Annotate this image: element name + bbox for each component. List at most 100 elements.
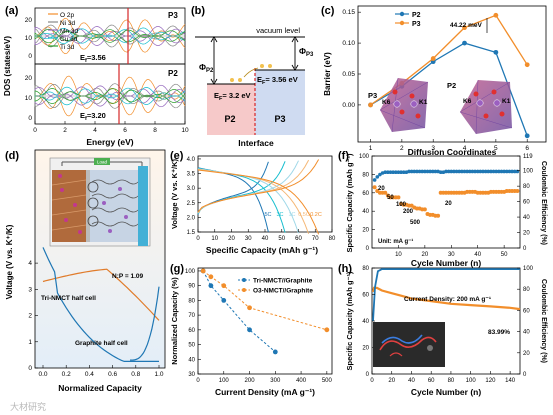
panel-f-ylabel-left: Specific Capacity (mAh g⁻¹) [345,153,354,252]
barrier-point-p2 [462,40,467,46]
panel-f-ytick-right: 40 [523,215,530,221]
legend-mn3d: Mn 3d [60,28,78,35]
panel-e-xtick: 20 [228,236,235,242]
panel-g-xlabel: Current Density (mA g⁻¹) [215,387,315,397]
rate-legend-item: 1C [288,212,295,218]
ce-point [399,170,403,175]
ce-point [494,169,499,174]
rate-curve-discharge [197,167,269,233]
ce-point [489,169,493,174]
inset-p3-k6: K6 [382,99,391,106]
panel-d-xtick: 1.0 [154,371,163,378]
svg-text:0: 0 [28,115,32,122]
panel-g-ytick: 40 [188,357,195,363]
panel-f-xtick: 30 [448,252,455,258]
panel-d-xtick: 0.2 [62,371,71,378]
legend-o2p: O 2p [60,12,74,19]
panel-f-xtick: 20 [422,252,429,258]
rate-label-200: 200 [403,209,414,215]
dos-bottom-curves [34,75,186,117]
inset-p3-k1: K1 [419,99,428,106]
dos-curve-down [34,35,186,55]
panel-d-label: (d) [5,150,19,162]
cycling-ce-line [372,268,520,322]
panel-h-ytick-right: 20 [523,351,530,357]
dos-bottom-phase: P2 [168,69,178,78]
panel-a-yticks: 0 10 20 0 10 20 [25,17,33,122]
cathode-curve [42,268,160,321]
panel-a-xtick: 6 [123,127,127,134]
panel-a-xtick: 8 [153,127,157,134]
retention-label: 83.99% [488,329,510,336]
panel-c-xtick: 1 [369,145,373,152]
panel-e-ytick: 2.5 [187,201,196,207]
panel-d-ytick: 1 [28,339,32,346]
ce-point [473,169,477,174]
panel-h-ytick-right: 100 [523,266,534,272]
ce-point [510,169,514,174]
panel-e-plot [197,159,320,235]
panel-e-xtick: 60 [295,236,302,242]
panel-h-ytick-left: 60 [362,293,369,299]
panel-h-xtick: 40 [408,378,415,384]
crystal-inset-p2: P2 K6 K1 [447,79,513,135]
rate-label-500: 500 [410,220,421,226]
ef-p3-label: EF= 3.56 eV [257,75,298,86]
ce-point [460,169,464,174]
panel-g-xtick: 100 [219,378,230,384]
panel-h-ytick-right: 0 [523,372,527,378]
barrier-point-p3 [368,102,373,108]
panel-h-ytick-left: 20 [362,346,369,352]
barrier-point-p3 [524,62,530,68]
panel-c-ytick: 0.10 [342,40,355,47]
panel-a: (a) O 2p Ni 3d Mn 3d Cu 3d Ti 3d P3 P2 E… [3,5,189,147]
panel-c-xtick: 4 [463,145,467,152]
ce-point [420,169,425,174]
panel-g-ytick: 100 [185,269,196,275]
panel-h-xtick: 100 [466,378,477,384]
cathode-curve-label: Tri-NMCT half cell [41,295,96,302]
inset-p2-k1: K1 [502,98,511,105]
panel-d-ytick: 3 [28,286,32,293]
panel-h-xtick: 140 [505,378,516,384]
panel-f-ytick-left: 40 [362,209,369,215]
panel-h-ytick-left: 0 [366,372,370,378]
panel-d-xtick: 0.0 [38,371,47,378]
legend-ti3d: Ti 3d [60,44,75,51]
svg-text:10: 10 [25,35,33,42]
panel-a-xtick: 10 [181,127,189,134]
panel-f-ytick-right: 100 [523,169,534,175]
legend-p3: P3 [412,21,421,28]
dos-curve-down [34,95,186,106]
panel-g-ytick: 70 [188,313,195,319]
load-label: Load [97,160,108,165]
ce-point [515,169,520,174]
panel-f-xtick: 40 [474,252,481,258]
panel-d-plot [42,247,160,362]
panel-g-ylabel: Normalized Capacity (%) [170,277,179,365]
ce-point [481,169,485,174]
vacuum-level-label: vacuum level [256,26,300,35]
panel-g-ytick: 50 [188,343,195,349]
ce-point [428,169,432,174]
dos-curve-up [34,28,186,37]
ce-point [454,169,459,174]
panel-h-ytick-left: 40 [362,319,369,325]
panel-g: (g) 0 100 200 300 400 500 30 40 50 60 70 80 90 100 Tr… [170,263,333,397]
ce-point [415,169,419,174]
panel-h-ylabel-left: Specific Capacity (mAh g⁻¹) [345,271,354,370]
crystal-inset-p3: P3 K6 K1 [368,77,429,133]
ce-point [467,169,472,174]
p3-region-label: P3 [274,114,285,124]
p3-region [255,70,305,135]
ce-point [425,169,430,174]
panel-h-xtick: 120 [485,378,496,384]
ce-point [423,169,427,174]
panel-g-xtick: 200 [245,378,256,384]
ce-point [507,169,512,174]
panel-h-ylabel-right: Coulombic Efficiency (%) [540,279,547,363]
rate-curve-discharge [197,167,286,233]
ce-point [452,169,456,174]
panel-f-ytick-left: 80 [362,172,369,178]
